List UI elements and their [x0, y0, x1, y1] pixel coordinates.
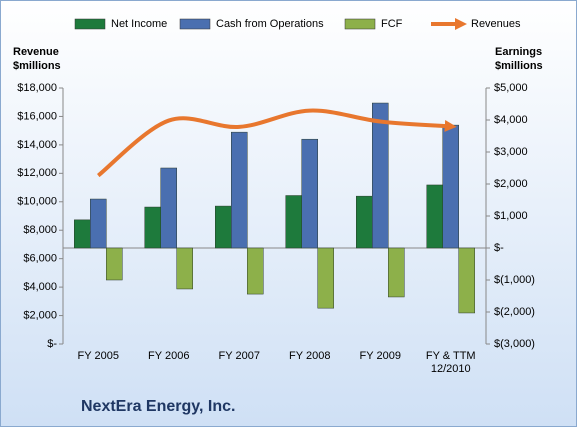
bar: [388, 247, 405, 298]
bar: [285, 195, 302, 249]
y-axis-title: Revenue $millions: [13, 46, 61, 72]
y-tick-label: $-: [47, 338, 57, 350]
y-tick-label: $2,000: [23, 309, 57, 321]
bar: [231, 131, 248, 249]
y2-tick-label: $1,000: [494, 210, 528, 222]
y-tick-label: $12,000: [17, 167, 57, 179]
bar: [458, 247, 475, 314]
y-tick-label: $8,000: [23, 224, 57, 236]
bar: [426, 184, 443, 249]
bar: [106, 247, 123, 281]
bar: [215, 205, 232, 249]
x-tick-label: FY & TTM 12/2010: [425, 350, 476, 375]
y-tick-label: $10,000: [17, 196, 57, 208]
bar: [317, 247, 334, 309]
bar: [74, 219, 91, 249]
legend-label: Revenues: [471, 18, 521, 30]
y2-tick-label: $(2,000): [494, 306, 535, 318]
y-tick-label: $14,000: [17, 139, 57, 151]
y2-tick-label: $5,000: [494, 82, 528, 94]
y2-tick-label: $3,000: [494, 146, 528, 158]
x-tick-label: FY 2008: [289, 350, 331, 362]
y-tick-label: $4,000: [23, 281, 57, 293]
x-tick-label: FY 2005: [77, 350, 119, 362]
x-tick-label: FY 2007: [218, 350, 260, 362]
chart-title: NextEra Energy, Inc.: [81, 398, 236, 415]
y2-tick-label: $4,000: [494, 114, 528, 126]
legend-label: Net Income: [111, 18, 167, 30]
bar: [176, 247, 193, 290]
legend-swatch: [344, 18, 376, 30]
legend-label: FCF: [381, 18, 403, 30]
bar: [442, 124, 459, 249]
y2-tick-label: $(3,000): [494, 338, 535, 350]
y-tick-label: $18,000: [17, 82, 57, 94]
x-tick-label: FY 2009: [359, 350, 401, 362]
y2-tick-label: $(1,000): [494, 274, 535, 286]
legend-label: Cash from Operations: [216, 18, 324, 30]
bar: [301, 138, 318, 249]
y-tick-label: $6,000: [23, 253, 57, 265]
bar: [90, 198, 107, 249]
y-tick-label: $16,000: [17, 110, 57, 122]
y2-tick-label: $2,000: [494, 178, 528, 190]
bar: [247, 247, 264, 295]
bar: [372, 102, 389, 249]
bar: [160, 167, 177, 249]
bar: [144, 206, 161, 249]
x-tick-label: FY 2006: [148, 350, 190, 362]
y2-tick-label: $-: [494, 242, 504, 254]
bar: [356, 195, 373, 249]
legend-swatch: [74, 18, 106, 30]
revenue-line: [96, 108, 457, 178]
legend-swatch: [179, 18, 211, 30]
y2-axis-title: Earnings $millions: [495, 46, 543, 72]
